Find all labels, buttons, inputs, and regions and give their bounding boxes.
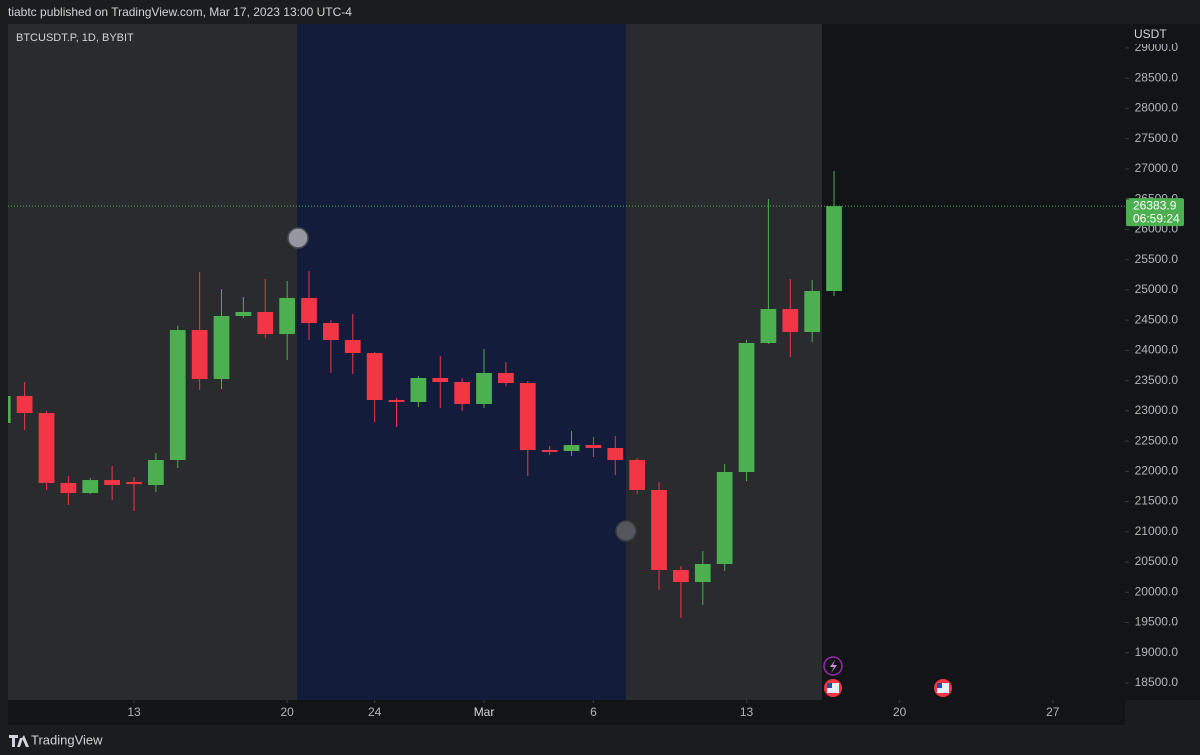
y-tick-label: 23000.0	[1135, 403, 1179, 417]
currency-label: USDT	[1134, 27, 1167, 41]
marker	[615, 520, 637, 542]
session-zone	[8, 24, 297, 700]
logo[interactable]	[9, 735, 29, 747]
time-axis	[8, 700, 1125, 725]
y-tick-label: 25500.0	[1135, 252, 1179, 266]
candle-body	[760, 308, 777, 343]
candle-body	[82, 480, 99, 494]
y-tick-label: 18500.0	[1135, 675, 1179, 689]
candle-body	[607, 447, 624, 461]
candle-body	[213, 316, 230, 380]
candle-body	[498, 372, 514, 384]
y-tick-label: 25000.0	[1135, 282, 1179, 296]
y-tick-label: 27500.0	[1135, 131, 1179, 145]
last-price-label: 26383.9	[1133, 198, 1177, 212]
flag	[937, 683, 942, 688]
candle-body	[104, 480, 121, 485]
candle-body	[716, 471, 733, 564]
brand[interactable]: TradingView	[31, 732, 103, 747]
y-tick-label: 20500.0	[1135, 554, 1179, 568]
flag	[937, 683, 949, 693]
y-tick-label: 24000.0	[1135, 343, 1179, 357]
flag	[827, 683, 832, 688]
symbol-label: BTCUSDT.P, 1D, BYBIT	[16, 32, 134, 44]
marker	[287, 227, 309, 249]
y-tick-label: 21000.0	[1135, 524, 1179, 538]
publish-info: tiabtc published on TradingView.com, Mar…	[8, 5, 352, 19]
candles	[8, 171, 842, 618]
candle-body	[235, 312, 252, 317]
candle-body	[651, 490, 667, 571]
y-tick-label: 22500.0	[1135, 433, 1179, 447]
y-tick-label: 22000.0	[1135, 463, 1179, 477]
candle-body	[169, 330, 186, 461]
x-tick-label: 6	[590, 705, 597, 719]
candle-body	[301, 297, 317, 324]
candle-body	[344, 340, 361, 354]
currency-box	[1125, 26, 1175, 44]
candle-body	[454, 381, 471, 405]
candle-body	[826, 206, 842, 292]
candle-body	[410, 377, 427, 403]
y-tick-label: 27000.0	[1135, 161, 1179, 175]
x-tick-label: Mar	[474, 705, 495, 719]
flag	[827, 683, 839, 693]
candle-body	[148, 460, 164, 485]
candle-body	[323, 323, 339, 341]
y-tick-label: 23500.0	[1135, 373, 1179, 387]
x-tick-label: 20	[280, 705, 294, 719]
candle-body	[804, 291, 821, 333]
session-zone	[297, 24, 626, 700]
y-tick-label: 24500.0	[1135, 312, 1179, 326]
candle-body	[738, 342, 755, 472]
candle-body	[279, 297, 296, 335]
candle-body	[629, 460, 646, 491]
x-tick-label: 20	[893, 705, 907, 719]
overlay: 18500.0 19000.0 19500.0 20000.0 20500.0 21000…	[8, 40, 1184, 719]
candle-body	[257, 312, 274, 335]
y-tick-label: 28000.0	[1135, 101, 1179, 115]
candle-body	[519, 383, 536, 451]
candle-body	[60, 482, 77, 494]
candle-body	[8, 396, 11, 423]
candle-body	[694, 563, 711, 583]
y-tick-label: 20000.0	[1135, 584, 1179, 598]
y-tick-label: 19500.0	[1135, 615, 1179, 629]
candle-body	[782, 308, 799, 333]
x-tick-label: 13	[127, 705, 141, 719]
candle-body	[366, 353, 383, 401]
candle-body	[585, 445, 602, 448]
candle-body	[126, 482, 142, 485]
x-tick-label: 24	[368, 705, 382, 719]
x-tick-label: 13	[740, 705, 754, 719]
session-zone	[626, 24, 822, 700]
candle-body	[38, 413, 55, 483]
price-axis	[1125, 24, 1200, 700]
y-tick-label: 28500.0	[1135, 70, 1179, 84]
x-tick-label: 27	[1046, 705, 1060, 719]
candle-body	[563, 445, 580, 451]
y-tick-label: 21500.0	[1135, 494, 1179, 508]
last-price-box	[1126, 198, 1184, 227]
candle-body	[541, 450, 558, 453]
candle-body	[191, 330, 208, 380]
candle-body	[388, 400, 405, 403]
lightning-icon	[830, 660, 837, 673]
candle-body	[476, 372, 492, 405]
candle-body	[16, 396, 33, 414]
countdown-label: 06:59:24	[1133, 211, 1180, 225]
candle-body	[432, 377, 449, 382]
candle-body	[673, 570, 689, 583]
footer	[0, 725, 1200, 755]
y-tick-label: 19000.0	[1135, 645, 1179, 659]
